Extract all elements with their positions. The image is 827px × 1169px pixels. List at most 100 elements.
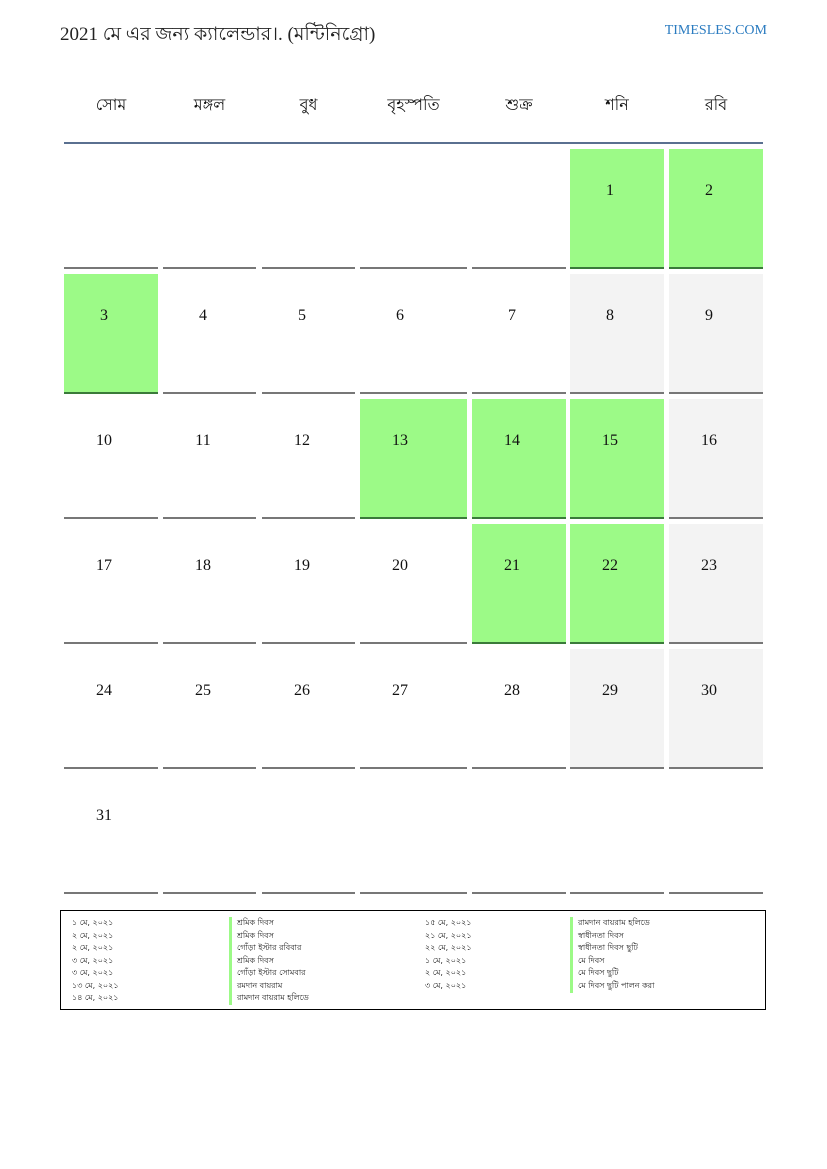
day-cell: 22 [570,524,664,644]
empty-cell [262,149,355,269]
day-cell: 30 [669,649,763,769]
day-cell: 13 [360,399,467,519]
empty-cell [64,149,158,269]
day-number: 18 [195,557,211,574]
day-cell: 1 [570,149,664,269]
day-number: 25 [195,682,211,699]
legend-holiday-name: শ্রমিক দিবস [229,917,274,930]
day-number: 16 [701,432,717,449]
day-cell: 25 [163,649,256,769]
day-number: 6 [396,307,404,324]
legend-date: ২১ মে, ২০২১ [425,930,472,940]
day-cell: 20 [360,524,467,644]
legend-date: ২ মে, ২০২১ [72,943,114,952]
day-cell: 23 [669,524,763,644]
day-number: 29 [602,682,618,699]
day-cell: 24 [64,649,158,769]
day-cell: 11 [163,399,256,519]
legend-date: ২২ মে, ২০২১ [425,943,472,952]
day-number: 10 [96,432,112,449]
day-cell: 10 [64,399,158,519]
day-number: 28 [504,682,520,699]
day-number: 8 [606,307,614,324]
day-cell: 16 [669,399,763,519]
day-cell: 14 [472,399,566,519]
day-cell: 27 [360,649,467,769]
empty-cell [360,774,467,894]
day-cell: 9 [669,274,763,394]
day-cell: 6 [360,274,467,394]
weekday-label: বুধ [299,95,318,114]
legend-holiday-name: রামদান বায়রাম হলিডে [229,992,309,1005]
day-number: 15 [602,432,618,449]
day-number: 4 [199,307,207,324]
weekday-label: শুক্র [505,95,533,114]
day-number: 7 [508,307,516,324]
day-number: 26 [294,682,310,699]
day-cell: 18 [163,524,256,644]
empty-cell [262,774,355,894]
legend-date: ২ মে, ২০২১ [425,968,467,977]
legend-date: ৩ মে, ২০২১ [425,980,467,990]
day-number: 5 [298,307,306,324]
empty-cell [669,774,763,894]
day-cell: 3 [64,274,158,394]
legend-holiday-name: রমদান বায়রাম [229,979,282,993]
day-cell: 31 [64,774,158,894]
empty-cell [472,774,566,894]
day-cell: 7 [472,274,566,394]
day-cell: 4 [163,274,256,394]
weekday-label: মঙ্গল [193,95,226,114]
site-link[interactable]: TIMESLES.COM [664,23,767,38]
legend-date: ১৩ মে, ২০২১ [72,980,119,990]
day-number: 31 [96,807,112,824]
day-number: 19 [294,557,310,574]
day-number: 2 [705,182,713,199]
day-cell: 2 [669,149,763,269]
legend-holiday-name: স্বাধীনতা দিবস [570,929,624,943]
legend-date: ১৫ মে, ২০২১ [425,918,472,927]
legend-holiday-name: গোঁড়া ইস্টার রবিবার [229,942,301,955]
day-cell: 21 [472,524,566,644]
day-number: 21 [504,557,520,574]
day-cell: 12 [262,399,355,519]
day-cell: 17 [64,524,158,644]
day-number: 1 [606,182,614,199]
legend-holiday-name: মে দিবস ছুটি পালন করা [570,979,654,993]
legend-holiday-name: শ্রমিক দিবস [229,954,274,968]
legend-holiday-name: শ্রমিক দিবস [229,929,274,943]
legend-holiday-name: স্বাধীনতা দিবস ছুটি [570,942,638,955]
day-number: 22 [602,557,618,574]
day-number: 13 [392,432,408,449]
day-number: 11 [195,432,211,449]
weekday-label: বৃহস্পতি [387,95,440,114]
empty-cell [163,774,256,894]
legend-holiday-name: গোঁড়া ইস্টার সোমবার [229,967,306,980]
legend-date: ৩ মে, ২০২১ [72,955,114,965]
day-number: 9 [705,307,713,324]
holiday-legend: ১ মে, ২০২১ শ্রমিক দিবস ২ মে, ২০২১ শ্রমিক দি… [60,910,766,1010]
empty-cell [570,774,664,894]
empty-cell [472,149,566,269]
day-cell: 5 [262,274,355,394]
day-number: 17 [96,557,112,574]
day-cell: 29 [570,649,664,769]
legend-holiday-name: মে দিবস ছুটি [570,967,619,980]
day-cell: 26 [262,649,355,769]
legend-holiday-name: মে দিবস [570,954,604,968]
day-cell: 19 [262,524,355,644]
day-number: 3 [100,307,108,324]
page-title: 2021 মে এর জন্য ক্যালেন্ডার।. (মন্টিনিগ্… [60,24,376,45]
day-number: 24 [96,682,112,699]
day-cell: 8 [570,274,664,394]
legend-date: ১৪ মে, ২০২১ [72,993,119,1002]
day-number: 30 [701,682,717,699]
day-number: 20 [392,557,408,574]
day-number: 14 [504,432,520,449]
weekday-label: শনি [605,95,629,114]
day-cell: 28 [472,649,566,769]
weekday-label: সোম [95,95,127,114]
header-divider [64,142,763,144]
legend-date: ২ মে, ২০২১ [72,930,114,940]
empty-cell [163,149,256,269]
